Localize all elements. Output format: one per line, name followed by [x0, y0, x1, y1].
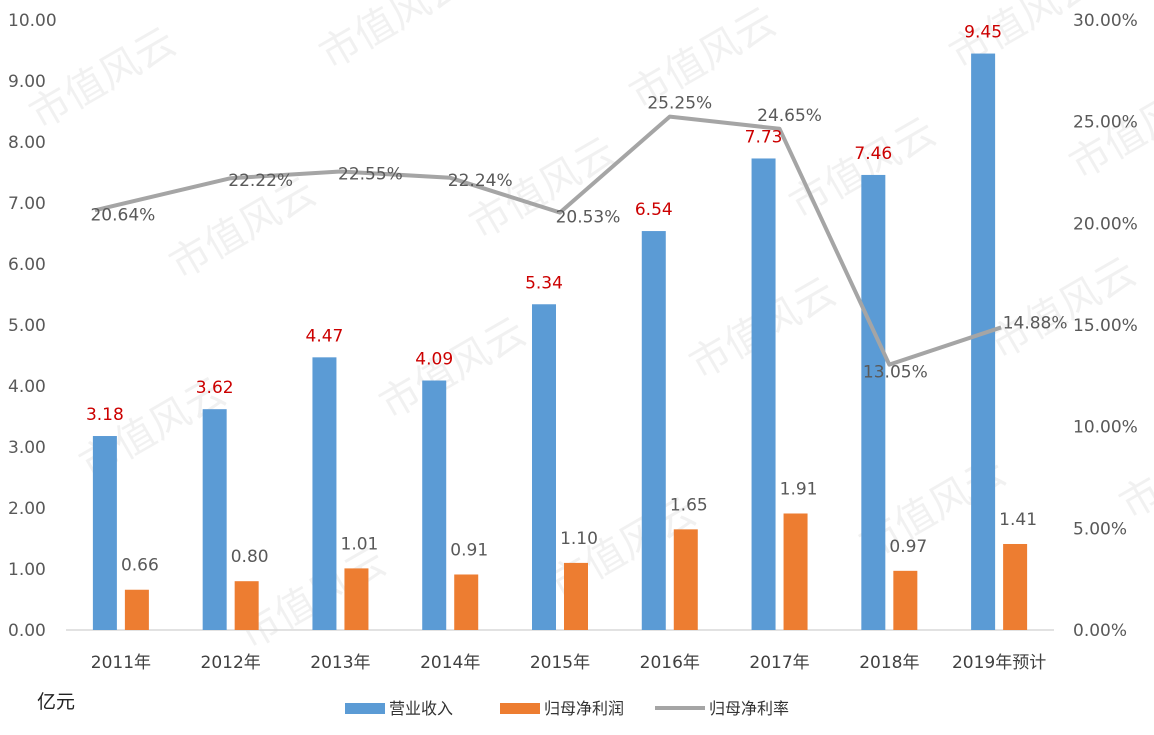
revenue-data-label: 5.34 [525, 273, 563, 293]
left-axis-tick-label: 0.00 [8, 621, 46, 641]
revenue-bar [532, 304, 556, 630]
margin-data-label: 22.24% [448, 171, 513, 191]
left-axis-tick-label: 9.00 [8, 72, 46, 92]
left-axis-unit-label: 亿元 [37, 691, 75, 713]
revenue-bar [92, 436, 117, 630]
margin-data-label: 22.55% [338, 164, 403, 184]
left-axis-tick-label: 3.00 [8, 438, 46, 458]
net-income-data-label: 0.97 [889, 537, 927, 557]
revenue-bar [312, 357, 337, 630]
net-income-data-label: 1.41 [999, 510, 1037, 530]
x-axis-tick-label: 2015年 [530, 653, 590, 673]
left-axis-tick-label: 7.00 [8, 194, 46, 214]
net-income-bar [124, 589, 149, 630]
revenue-bar [861, 174, 886, 630]
left-axis-tick-label: 2.00 [8, 499, 46, 519]
watermark-text: 市值风云 [22, 19, 184, 139]
x-axis-tick-label: 2017年 [749, 653, 809, 673]
margin-data-label: 20.64% [90, 205, 155, 225]
revenue-bar [202, 409, 227, 630]
net-income-bar [893, 570, 918, 630]
legend-swatch [500, 703, 540, 714]
revenue-data-label: 4.09 [415, 350, 453, 370]
revenue-bar [971, 53, 996, 631]
right-axis-tick-label: 15.00% [1073, 316, 1138, 336]
net-income-data-label: 0.66 [121, 556, 159, 576]
revenue-data-label: 6.54 [635, 200, 673, 220]
legend-label: 归母净利率 [709, 699, 789, 718]
net-income-data-label: 0.91 [450, 540, 488, 560]
bars-layer [92, 53, 1028, 631]
right-axis-tick-label: 10.00% [1073, 418, 1138, 438]
left-axis-tick-label: 5.00 [8, 316, 46, 336]
left-axis-tick-label: 4.00 [8, 377, 46, 397]
x-axis-tick-label: 2011年 [91, 653, 151, 673]
revenue-data-label: 7.46 [854, 144, 892, 164]
right-axis-tick-label: 5.00% [1073, 519, 1127, 539]
x-axis-tick-label: 2014年 [420, 653, 480, 673]
margin-data-label: 20.53% [556, 208, 621, 228]
net-income-bar [454, 574, 479, 630]
right-axis-tick-label: 25.00% [1073, 113, 1138, 133]
net-income-bar [783, 513, 808, 630]
right-axis-tick-label: 20.00% [1073, 214, 1138, 234]
net-income-bar [234, 581, 259, 630]
x-axis-tick-label: 2016年 [640, 653, 700, 673]
margin-data-label: 14.88% [1003, 313, 1068, 333]
legend: 营业收入 归母净利润 归母净利率 [345, 699, 789, 718]
net-income-data-label: 1.01 [341, 534, 379, 554]
x-axis-tick-label: 2018年 [859, 653, 919, 673]
net-income-data-label: 0.80 [231, 547, 269, 567]
net-income-bar [344, 568, 369, 630]
x-axis-ticks: 2011年 2012年 2013年 2014年 2015年 2016年 2017年 2018年… [91, 653, 1046, 673]
revenue-data-label: 7.73 [745, 127, 783, 147]
data-labels-layer: 3.18 0.66 3.62 0.80 4.47 1.01 4.09 0.91 5.34 1.10… [86, 23, 1068, 576]
legend-swatch [345, 703, 385, 714]
legend-label: 归母净利润 [544, 699, 624, 718]
net-income-bar [1003, 543, 1028, 630]
margin-line-layer [94, 114, 1002, 367]
margin-data-label: 24.65% [757, 106, 822, 126]
left-axis-ticks: 0.00 1.00 2.00 3.00 4.00 5.00 6.00 7.00 8.00 9.00… [8, 11, 57, 641]
left-axis-tick-label: 6.00 [8, 255, 46, 275]
watermark-text: 市值风云 [982, 249, 1144, 369]
left-axis-tick-label: 8.00 [8, 133, 46, 153]
revenue-data-label: 4.47 [306, 326, 344, 346]
revenue-data-label: 9.45 [964, 23, 1002, 43]
net-income-data-label: 1.65 [670, 495, 708, 515]
right-axis-tick-label: 0.00% [1073, 621, 1127, 641]
right-axis-tick-label: 30.00% [1073, 11, 1138, 31]
revenue-data-label: 3.62 [196, 378, 234, 398]
net-income-data-label: 1.10 [560, 529, 598, 549]
margin-data-label: 13.05% [863, 363, 928, 383]
x-axis-tick-label: 2012年 [201, 653, 261, 673]
left-axis-tick-label: 1.00 [8, 560, 46, 580]
x-axis-tick-label: 2013年 [310, 653, 370, 673]
net-income-bar [673, 529, 698, 630]
net-income-data-label: 1.91 [780, 479, 818, 499]
margin-data-label: 25.25% [647, 94, 712, 114]
margin-data-label: 22.22% [228, 171, 293, 191]
revenue-bar [641, 231, 666, 630]
right-axis-ticks: 0.00% 5.00% 10.00% 15.00% 20.00% 25.00% 30.00% [1073, 11, 1138, 641]
revenue-bar [422, 380, 447, 630]
x-axis-tick-label: 2019年预计 [952, 653, 1046, 673]
net-income-bar [564, 562, 588, 630]
left-axis-tick-label: 10.00 [8, 11, 57, 31]
revenue-data-label: 3.18 [86, 405, 124, 425]
legend-label: 营业收入 [389, 699, 453, 718]
revenue-bar [751, 158, 776, 630]
watermark-text: 市值风云 [312, 0, 474, 79]
